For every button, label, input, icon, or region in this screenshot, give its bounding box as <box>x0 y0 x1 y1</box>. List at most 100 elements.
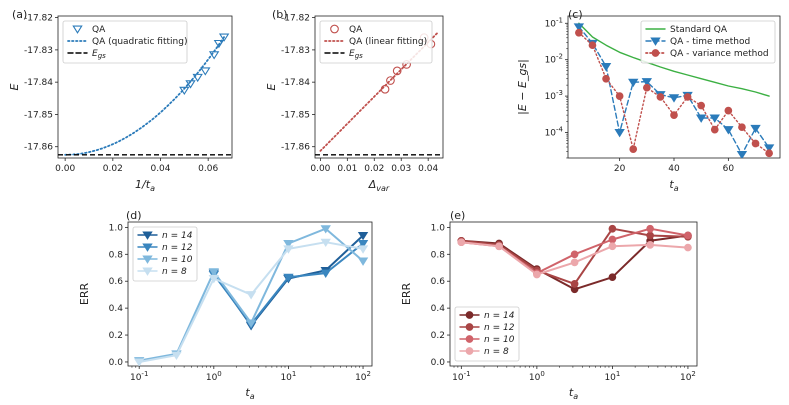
legend-label: Egs <box>349 49 363 60</box>
legend-label: Egs <box>92 49 106 60</box>
legend: QA QA (linear fitting) Egs <box>319 20 433 64</box>
data-point <box>320 238 331 248</box>
x-tick-label: 100 <box>206 370 222 383</box>
x-tick-label: 10-1 <box>452 370 470 383</box>
series-3 <box>457 238 692 279</box>
x-tick-label: 101 <box>280 370 296 383</box>
legend-label: QA - time method <box>670 37 750 47</box>
legend-label: n = 10 <box>484 335 515 345</box>
data-point <box>670 111 678 119</box>
data-point <box>134 358 145 366</box>
data-point <box>608 273 617 282</box>
plot-area <box>457 224 692 294</box>
data-point <box>575 28 583 37</box>
data-point <box>751 139 760 148</box>
legend: n = 14 n = 12 n = 10 n = 8 <box>454 306 520 362</box>
data-point <box>533 270 541 279</box>
legend-label: n = 12 <box>162 243 193 253</box>
legend-box <box>319 20 433 64</box>
data-point <box>171 351 182 361</box>
data-point <box>357 240 369 249</box>
y-tick-label: 0.6 <box>109 277 124 287</box>
panel-label: (a) <box>12 8 27 21</box>
x-tick-label: 0.00 <box>310 164 330 174</box>
legend-marker <box>142 267 153 276</box>
legend-label: n = 8 <box>162 267 187 277</box>
legend-entry: n = 14 <box>137 231 193 241</box>
data-point <box>218 33 230 42</box>
x-axis-label: ta <box>245 386 254 401</box>
data-point <box>750 124 761 134</box>
x-tick-label: 102 <box>680 370 696 383</box>
x-axis-label: 1/ta <box>135 178 155 193</box>
data-point <box>656 93 665 101</box>
data-point <box>357 257 369 266</box>
legend-label: Standard QA <box>670 25 728 35</box>
series-1 <box>64 36 226 156</box>
x-tick-label: 20 <box>614 164 626 174</box>
data-point <box>192 73 203 83</box>
legend-marker <box>651 49 660 57</box>
series-line <box>578 22 770 97</box>
x-tick-label: 100 <box>529 370 545 383</box>
legend-entry: Egs <box>67 49 106 60</box>
legend-entry: n = 12 <box>137 243 193 253</box>
data-point <box>710 125 719 134</box>
y-tick-label: -17.86 <box>24 143 53 153</box>
y-tick-label: 0.6 <box>431 277 446 287</box>
legend-label: QA (linear fitting) <box>349 37 427 47</box>
axes-frame <box>127 221 373 367</box>
data-point <box>602 74 610 83</box>
series-line <box>460 241 689 276</box>
data-point <box>208 268 220 277</box>
legend-box <box>640 20 776 64</box>
series-0 <box>578 22 770 97</box>
panel-label: (c) <box>568 8 583 21</box>
data-point <box>600 63 612 72</box>
data-point <box>684 243 692 252</box>
legend-entry: n = 8 <box>137 267 187 277</box>
x-tick-label: 0.04 <box>418 164 438 174</box>
plot-area <box>58 33 232 156</box>
series-3 <box>134 238 369 366</box>
legend-box <box>62 20 188 64</box>
legend-box <box>132 226 198 282</box>
y-tick-label: 0.8 <box>431 250 446 260</box>
legend-marker <box>465 347 474 355</box>
data-point <box>208 275 220 284</box>
data-point <box>608 224 617 233</box>
legend-marker <box>142 255 153 264</box>
data-point <box>357 245 369 254</box>
legend-marker <box>465 323 474 331</box>
y-tick-label: -17.85 <box>281 110 310 120</box>
axes-frame <box>314 15 444 159</box>
data-point <box>615 92 624 100</box>
data-point <box>709 114 720 123</box>
panel-c: (c) 20 40 60 10-1 10-2 10-3 10-4 ta |E − E_gs| Sta… <box>516 8 781 193</box>
legend-label: n = 12 <box>484 323 515 333</box>
x-tick-label: 102 <box>355 370 371 383</box>
y-tick-label: -17.85 <box>24 110 53 120</box>
data-point <box>765 149 773 158</box>
data-point <box>763 144 775 153</box>
legend-marker <box>142 243 153 252</box>
panel-e: (e) 10-1 100 101 102 0.0 0.2 0.4 0.6 0.8 1.0 ta ERR n… <box>400 209 698 401</box>
legend-label: QA - variance method <box>670 49 769 59</box>
legend-label: n = 10 <box>162 255 193 265</box>
series-line <box>578 26 770 156</box>
panel-label: (d) <box>126 209 142 222</box>
legend-entry: Standard QA <box>645 25 728 35</box>
legend-label: QA <box>92 25 106 35</box>
data-point <box>283 240 294 249</box>
data-point <box>629 145 638 153</box>
y-tick-label: -17.83 <box>24 46 53 56</box>
data-point <box>570 280 579 288</box>
plot-area <box>134 225 369 366</box>
data-point <box>608 235 617 244</box>
data-point <box>628 78 639 88</box>
y-tick-label: 0.8 <box>109 250 124 260</box>
x-tick-label: 101 <box>604 370 620 383</box>
y-tick-label: 10-4 <box>545 126 564 139</box>
series-2 <box>457 224 692 277</box>
